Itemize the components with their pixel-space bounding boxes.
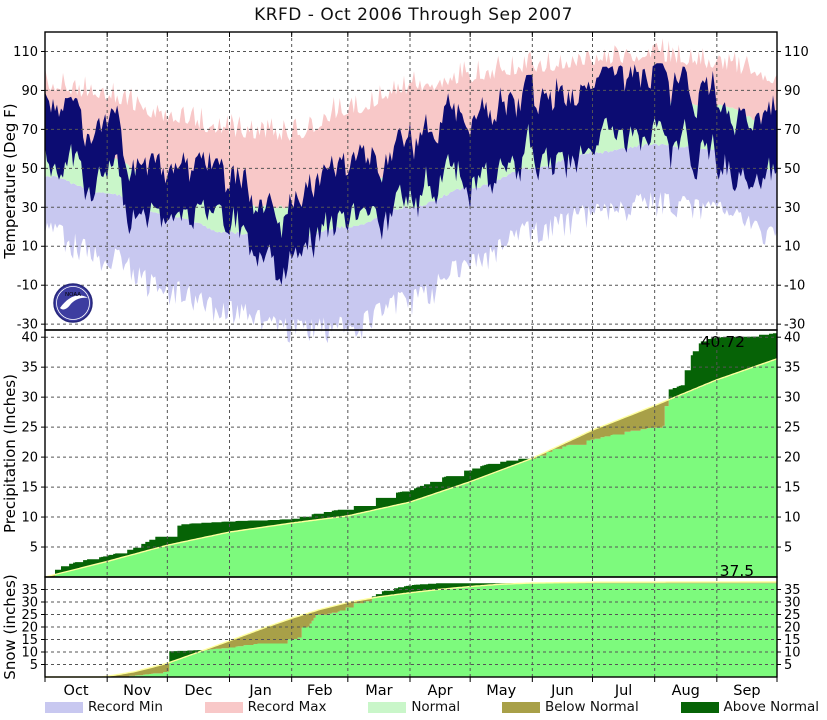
legend-item-record-min: Record Min [45,699,163,715]
svg-text:May: May [486,683,516,699]
snow-season-total: 37.5 [720,562,755,580]
axis-labels: 110 110 90 90 70 70 50 50 30 30 10 10 -10 -10 -30 -30 Te… [1,45,809,699]
legend-label: Record Max [247,699,327,715]
svg-text:-30: -30 [784,318,805,333]
svg-text:Mar: Mar [365,683,392,699]
svg-text:90: 90 [784,84,801,99]
svg-text:25: 25 [21,421,38,436]
svg-text:Sep: Sep [733,683,760,699]
svg-text:10: 10 [784,646,801,661]
svg-text:110: 110 [13,45,38,60]
svg-text:10: 10 [21,511,38,526]
svg-text:15: 15 [21,633,38,648]
legend-label: Normal [411,699,461,715]
legend-item-normal: Normal [368,699,460,715]
svg-text:10: 10 [784,511,801,526]
svg-text:35: 35 [21,361,38,376]
svg-text:Precipitation (Inches): Precipitation (Inches) [1,374,19,533]
noaa-bird-icon [60,295,88,310]
svg-text:10: 10 [21,240,38,255]
noaa-logo-text: NOAA [65,292,81,298]
svg-text:90: 90 [21,84,38,99]
svg-text:Nov: Nov [123,683,152,699]
svg-text:30: 30 [784,391,801,406]
svg-text:20: 20 [21,451,38,466]
svg-text:Jun: Jun [550,683,574,699]
precipitation-panel [44,332,778,578]
svg-text:35: 35 [784,361,801,376]
svg-text:Feb: Feb [307,683,333,699]
svg-text:Jan: Jan [248,683,271,699]
svg-text:70: 70 [784,123,801,138]
legend: Record Min Record Max Normal Below Normal Ab… [45,699,819,715]
below-normal-swatch [501,701,540,713]
svg-text:20: 20 [784,451,801,466]
svg-text:30: 30 [21,201,38,216]
svg-text:5: 5 [784,658,792,673]
record-max-swatch [204,701,243,713]
svg-text:Oct: Oct [64,683,89,699]
legend-label: Record Min [88,699,163,715]
svg-text:-10: -10 [17,279,38,294]
precip-season-total: 40.72 [701,333,745,351]
svg-text:10: 10 [21,646,38,661]
above-normal-swatch [680,701,719,713]
svg-text:20: 20 [784,621,801,636]
svg-text:50: 50 [784,162,801,177]
svg-text:30: 30 [21,391,38,406]
svg-text:Dec: Dec [184,683,212,699]
svg-text:Aug: Aug [672,683,700,699]
panel-borders [41,31,781,682]
svg-text:-10: -10 [784,279,805,294]
svg-text:35: 35 [784,583,801,598]
svg-text:Snow (inches): Snow (inches) [1,574,19,679]
svg-text:15: 15 [21,481,38,496]
svg-text:20: 20 [21,621,38,636]
svg-text:25: 25 [21,608,38,623]
temperature-panel [45,38,777,344]
svg-text:10: 10 [784,240,801,255]
svg-text:40: 40 [21,331,38,346]
chart-title: KRFD - Oct 2006 Through Sep 2007 [254,5,573,25]
svg-text:Jul: Jul [614,683,633,699]
record-min-swatch [45,701,83,713]
svg-text:5: 5 [784,541,792,556]
svg-text:Apr: Apr [428,683,453,699]
svg-text:30: 30 [784,596,801,611]
svg-text:25: 25 [784,421,801,436]
legend-item-above-normal: Above Normal [680,699,820,715]
svg-text:15: 15 [784,633,801,648]
legend-label: Below Normal [544,699,639,715]
legend-item-record-max: Record Max [204,699,327,715]
annotations: 40.72 37.5 [701,333,754,580]
svg-text:Temperature (Deg F): Temperature (Deg F) [1,103,19,259]
svg-text:5: 5 [30,541,38,556]
svg-text:70: 70 [21,123,38,138]
svg-text:5: 5 [30,658,38,673]
svg-text:15: 15 [784,481,801,496]
svg-text:40: 40 [784,331,801,346]
svg-text:-30: -30 [17,318,38,333]
snow-panel [45,581,777,678]
legend-label: Above Normal [723,699,820,715]
svg-text:30: 30 [784,201,801,216]
svg-text:35: 35 [21,583,38,598]
normal-swatch [368,701,407,713]
svg-text:110: 110 [784,45,809,60]
svg-text:50: 50 [21,162,38,177]
legend-item-below-normal: Below Normal [501,699,639,715]
svg-text:30: 30 [21,596,38,611]
svg-text:25: 25 [784,608,801,623]
noaa-logo: NOAA [53,283,93,323]
gridlines [45,32,777,677]
